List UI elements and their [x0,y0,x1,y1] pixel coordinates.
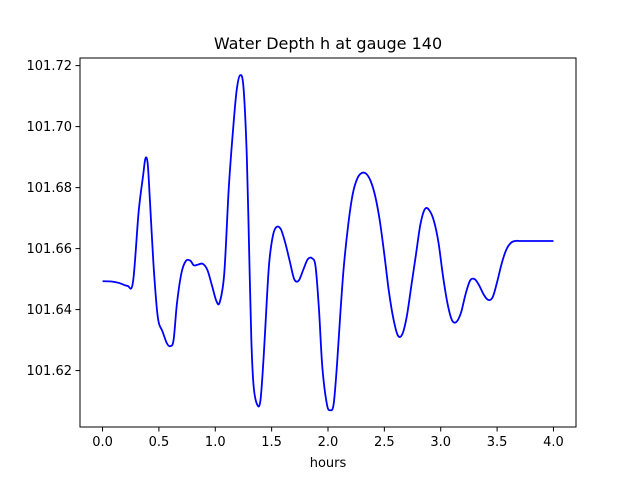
y-tick-label: 101.68 [27,181,73,196]
x-tick-label: 4.0 [543,435,564,450]
x-tick-label: 2.0 [318,435,339,450]
x-tick-label: 0.5 [149,435,170,450]
x-tick-label: 3.0 [430,435,451,450]
y-tick-label: 101.72 [27,59,73,74]
x-tick-label: 1.5 [261,435,282,450]
y-tick-label: 101.70 [27,120,73,135]
y-axis-ticks: 101.62 101.64 101.66 101.68 101.70 101.72 [27,59,80,379]
x-tick-label: 1.0 [205,435,226,450]
x-tick-label: 2.5 [374,435,395,450]
y-tick-label: 101.66 [27,242,73,257]
series-line [102,74,554,412]
y-tick-label: 101.64 [27,303,73,318]
x-tick-label: 3.5 [487,435,508,450]
x-axis-label: hours [310,456,347,471]
y-tick-label: 101.62 [27,364,73,379]
axes-frame [79,57,577,428]
x-tick-label: 0.0 [92,435,113,450]
plot-area [102,74,554,412]
chart-title: Water Depth h at gauge 140 [214,34,442,53]
x-axis-ticks: 0.0 0.5 1.0 1.5 2.0 2.5 3.0 3.5 4.0 [92,427,564,450]
